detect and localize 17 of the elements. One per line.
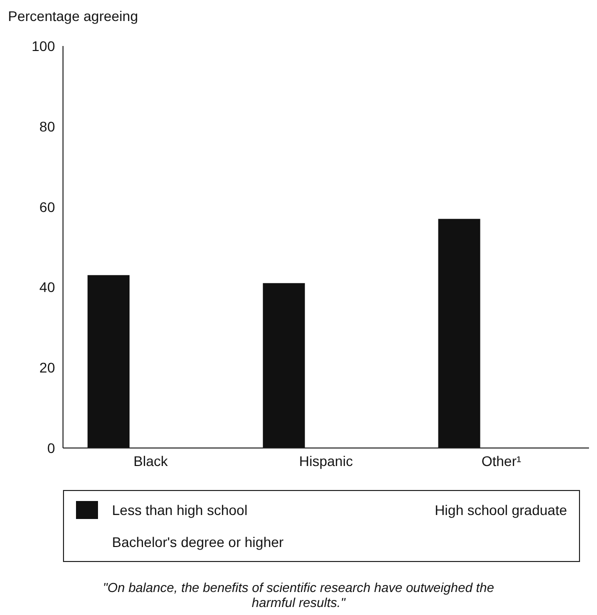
bar bbox=[88, 275, 130, 448]
y-tick-label: 60 bbox=[39, 198, 56, 215]
y-tick-label: 100 bbox=[32, 38, 56, 54]
text: High school graduate bbox=[434, 502, 567, 518]
x-tick-label: Hispanic bbox=[299, 452, 353, 469]
bar bbox=[438, 218, 480, 448]
x-tick-label: Other¹ bbox=[481, 452, 522, 469]
y-axis-title: Percentage agreeing bbox=[8, 8, 139, 26]
bar bbox=[262, 283, 305, 448]
legend-label: Less than high school bbox=[112, 502, 248, 518]
text: "On balance, the benefits of scientific research have outweighed the harmful results." bbox=[102, 580, 496, 610]
text: Bachelor's degree or higher bbox=[112, 534, 284, 550]
x-tick-label: Black bbox=[134, 452, 169, 469]
y-tick-label: 0 bbox=[47, 440, 56, 456]
y-tick-label: 20 bbox=[39, 360, 56, 376]
y-tick-label: 80 bbox=[39, 118, 56, 134]
y-tick-label: 40 bbox=[39, 279, 56, 296]
